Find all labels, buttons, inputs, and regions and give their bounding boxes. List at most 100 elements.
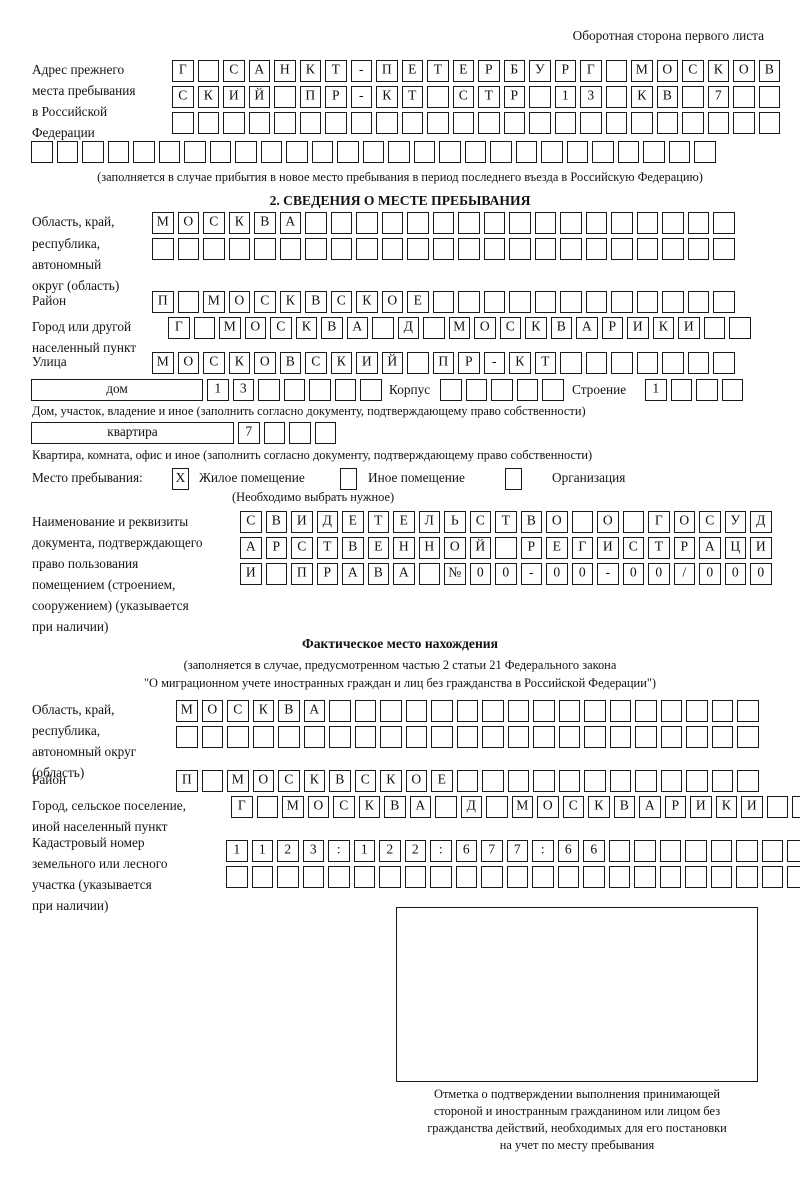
char-cell[interactable] <box>761 840 783 862</box>
char-cell[interactable] <box>507 726 529 748</box>
char-cell[interactable]: 7 <box>238 422 260 444</box>
char-cell[interactable]: О <box>177 212 199 234</box>
char-cell[interactable] <box>303 726 325 748</box>
char-cell[interactable]: В <box>520 511 542 533</box>
char-cell[interactable]: Р <box>503 86 525 108</box>
char-cell[interactable] <box>455 866 477 888</box>
char-cell[interactable]: П <box>176 770 198 792</box>
char-cell[interactable]: М <box>227 770 249 792</box>
char-cell[interactable]: Т <box>325 60 347 82</box>
char-cell[interactable] <box>558 700 580 722</box>
char-cell[interactable]: К <box>303 770 325 792</box>
char-cell[interactable] <box>707 112 729 134</box>
char-cell[interactable]: П <box>376 60 398 82</box>
stroenie-cells[interactable]: 1 <box>645 379 747 401</box>
char-cell[interactable] <box>585 352 607 374</box>
char-cell[interactable]: М <box>631 60 653 82</box>
char-cell[interactable] <box>279 238 301 260</box>
char-cell[interactable] <box>787 866 800 888</box>
char-cell[interactable]: 0 <box>724 563 746 585</box>
char-cell[interactable]: В <box>329 770 351 792</box>
char-cell[interactable] <box>532 866 554 888</box>
char-cell[interactable] <box>792 796 800 818</box>
char-cell[interactable] <box>328 866 350 888</box>
char-cell[interactable] <box>286 141 308 163</box>
char-cell[interactable]: С <box>562 796 584 818</box>
checkbox-other-premises[interactable] <box>340 468 357 490</box>
char-cell[interactable]: - <box>520 563 542 585</box>
char-cell[interactable] <box>283 379 305 401</box>
char-cell[interactable] <box>608 866 630 888</box>
char-cell[interactable] <box>682 86 704 108</box>
char-cell[interactable]: Й <box>381 352 403 374</box>
char-cell[interactable] <box>482 770 504 792</box>
char-cell[interactable] <box>107 141 129 163</box>
char-cell[interactable] <box>686 700 708 722</box>
char-cell[interactable]: Е <box>452 60 474 82</box>
char-cell[interactable]: 2 <box>277 840 299 862</box>
char-cell[interactable] <box>686 726 708 748</box>
char-cell[interactable] <box>758 112 780 134</box>
char-cell[interactable] <box>431 726 453 748</box>
char-cell[interactable] <box>534 212 556 234</box>
char-cell[interactable]: Т <box>316 537 338 559</box>
char-cell[interactable] <box>687 212 709 234</box>
char-cell[interactable] <box>483 238 505 260</box>
char-cell[interactable]: Е <box>401 60 423 82</box>
char-cell[interactable] <box>636 352 658 374</box>
char-cell[interactable] <box>636 238 658 260</box>
char-cell[interactable] <box>686 770 708 792</box>
char-cell[interactable]: Й <box>248 86 270 108</box>
char-cell[interactable] <box>227 726 249 748</box>
char-cell[interactable]: Г <box>172 60 194 82</box>
char-cell[interactable] <box>329 700 351 722</box>
char-cell[interactable]: Г <box>571 537 593 559</box>
char-cell[interactable]: М <box>448 317 470 339</box>
char-cell[interactable]: С <box>172 86 194 108</box>
char-cell[interactable] <box>660 770 682 792</box>
char-cell[interactable]: К <box>330 352 352 374</box>
char-cell[interactable]: В <box>384 796 406 818</box>
char-cell[interactable]: / <box>673 563 695 585</box>
char-cell[interactable] <box>696 379 718 401</box>
char-cell[interactable] <box>758 86 780 108</box>
char-cell[interactable] <box>713 352 735 374</box>
char-cell[interactable] <box>495 537 517 559</box>
char-cell[interactable] <box>309 379 331 401</box>
char-cell[interactable] <box>737 700 759 722</box>
char-cell[interactable] <box>733 112 755 134</box>
char-cell[interactable] <box>172 112 194 134</box>
char-cell[interactable]: Н <box>393 537 415 559</box>
char-cell[interactable]: О <box>177 352 199 374</box>
char-cell[interactable]: В <box>613 796 635 818</box>
char-cell[interactable] <box>611 238 633 260</box>
char-cell[interactable]: И <box>597 537 619 559</box>
char-cell[interactable]: Р <box>554 60 576 82</box>
char-cell[interactable] <box>203 238 225 260</box>
char-cell[interactable] <box>687 238 709 260</box>
char-cell[interactable]: С <box>305 352 327 374</box>
char-cell[interactable] <box>560 291 582 313</box>
char-cell[interactable] <box>440 379 462 401</box>
char-cell[interactable] <box>404 866 426 888</box>
char-cell[interactable] <box>356 238 378 260</box>
char-cell[interactable]: С <box>203 352 225 374</box>
char-cell[interactable] <box>435 796 457 818</box>
char-cell[interactable] <box>542 379 564 401</box>
char-cell[interactable]: 0 <box>622 563 644 585</box>
char-cell[interactable]: С <box>699 511 721 533</box>
char-cell[interactable]: № <box>444 563 466 585</box>
char-cell[interactable]: М <box>511 796 533 818</box>
char-cell[interactable]: И <box>223 86 245 108</box>
char-cell[interactable]: 0 <box>546 563 568 585</box>
char-cell[interactable] <box>265 563 287 585</box>
char-cell[interactable]: Р <box>316 563 338 585</box>
char-cell[interactable] <box>407 238 429 260</box>
char-cell[interactable]: Т <box>401 86 423 108</box>
char-cell[interactable] <box>260 141 282 163</box>
char-cell[interactable] <box>503 112 525 134</box>
char-cell[interactable] <box>533 726 555 748</box>
char-cell[interactable] <box>491 379 513 401</box>
